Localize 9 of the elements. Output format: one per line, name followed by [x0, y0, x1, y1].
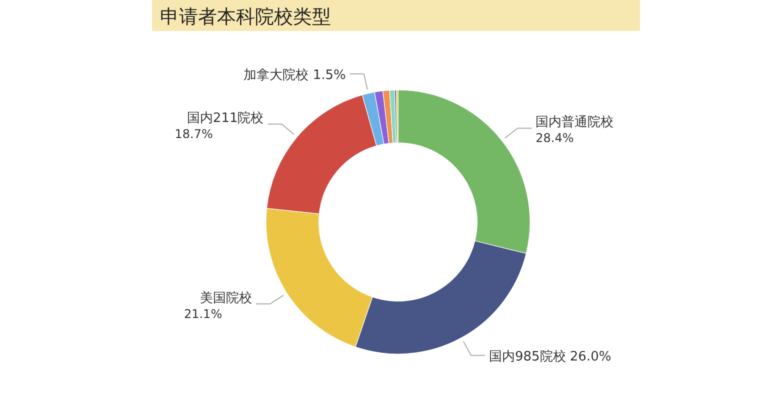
chart-title: 申请者本科院校类型 [160, 6, 331, 28]
slice-label: 国内普通院校 [536, 114, 614, 130]
slice-label: 国内211院校 [186, 111, 264, 126]
slice-label: 美国院校 [200, 290, 252, 306]
data-label: 18.7% [174, 127, 213, 142]
data-label: 21.1% [184, 306, 222, 321]
slice-label: 国内985院校 26.0% [488, 349, 612, 364]
slice-label: 加拿大院校 1.5% [244, 68, 346, 83]
data-label: 28.4% [536, 131, 574, 146]
